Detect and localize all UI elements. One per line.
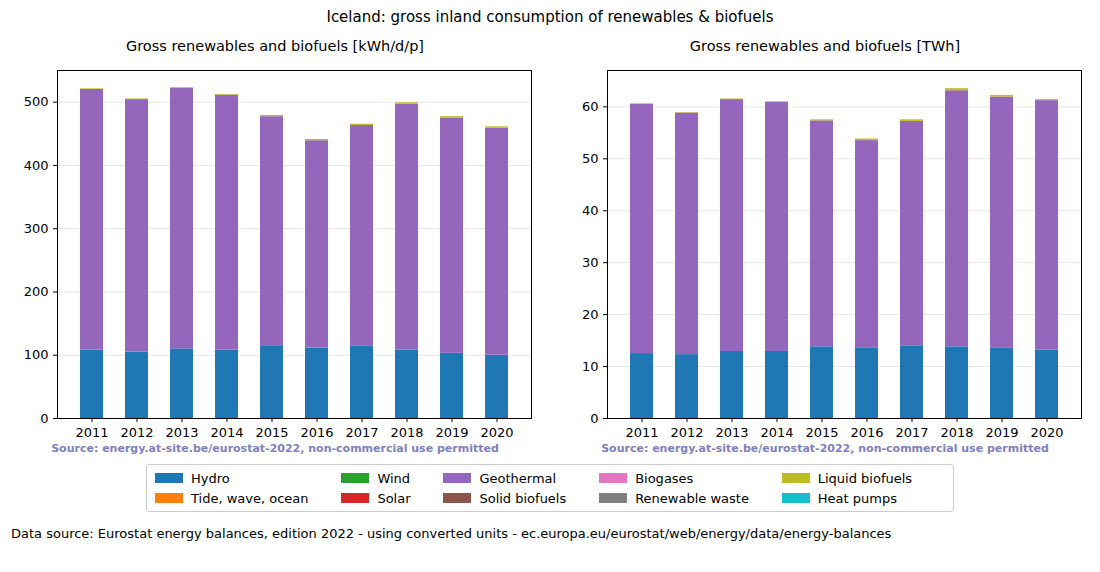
html-text:Liquid biofuels: Liquid biofuels	[817, 470, 913, 486]
html-text:Solar: Solar	[377, 490, 411, 506]
svg-text:2020: 2020	[480, 425, 513, 440]
svg-text:2012: 2012	[670, 425, 703, 440]
svg-text:2016: 2016	[300, 425, 333, 440]
html-text:Geothermal: Geothermal	[479, 470, 557, 486]
svg-text:2013: 2013	[165, 425, 198, 440]
svg-text:2012: 2012	[120, 425, 153, 440]
html-text:Hydro: Hydro	[191, 470, 230, 486]
svg-text:30: 30	[582, 255, 599, 270]
html-text:Iceland: gross inland consumpt: Iceland: gross inland consumption of ren…	[326, 8, 774, 26]
svg-text:2013: 2013	[715, 425, 748, 440]
svg-text:2018: 2018	[390, 425, 423, 440]
html-text:Heat pumps: Heat pumps	[817, 490, 897, 506]
html-text:Gross renewables and biofuels: Gross renewables and biofuels [kWh/d/p]	[126, 38, 424, 54]
svg-text:100: 100	[24, 347, 49, 362]
svg-text:2015: 2015	[805, 425, 838, 440]
svg-text:20: 20	[582, 307, 599, 322]
svg-text:400: 400	[24, 158, 49, 173]
html-text:Tide, wave, ocean: Tide, wave, ocean	[191, 490, 309, 506]
svg-text:2020: 2020	[1030, 425, 1063, 440]
svg-text:2017: 2017	[345, 425, 378, 440]
svg-text:300: 300	[24, 221, 49, 236]
svg-text:10: 10	[582, 359, 599, 374]
svg-text:2019: 2019	[985, 425, 1018, 440]
svg-text:0: 0	[590, 411, 598, 426]
svg-text:2014: 2014	[210, 425, 243, 440]
svg-text:50: 50	[582, 151, 599, 166]
html-text:Renewable waste: Renewable waste	[635, 490, 749, 506]
html-text:Data source: Eurostat energy b: Data source: Eurostat energy balances, e…	[11, 526, 892, 541]
svg-text:2011: 2011	[75, 425, 108, 440]
svg-text:2018: 2018	[940, 425, 973, 440]
svg-text:200: 200	[24, 284, 49, 299]
svg-text:40: 40	[582, 203, 599, 218]
html-text:Gross renewables and biofuels: Gross renewables and biofuels [TWh]	[689, 38, 961, 54]
svg-text:60: 60	[582, 99, 599, 114]
svg-text:2011: 2011	[625, 425, 658, 440]
html-text:Source: energy.at-site.be/euro: Source: energy.at-site.be/eurostat-2022,…	[601, 442, 1049, 455]
svg-text:2017: 2017	[895, 425, 928, 440]
html-text:Solid biofuels: Solid biofuels	[479, 490, 567, 506]
svg-text:2019: 2019	[435, 425, 468, 440]
svg-text:0: 0	[40, 411, 48, 426]
html-text:Wind: Wind	[377, 470, 411, 486]
html-text:Biogases: Biogases	[635, 470, 694, 486]
svg-text:500: 500	[24, 94, 49, 109]
svg-text:2015: 2015	[255, 425, 288, 440]
svg-text:2014: 2014	[760, 425, 793, 440]
svg-text:2016: 2016	[850, 425, 883, 440]
html-text:Source: energy.at-site.be/euro: Source: energy.at-site.be/eurostat-2022,…	[51, 442, 499, 455]
